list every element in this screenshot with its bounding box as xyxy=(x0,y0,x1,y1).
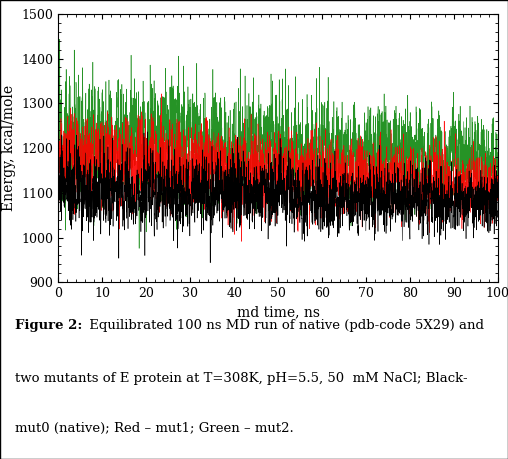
X-axis label: md time, ns: md time, ns xyxy=(237,306,320,320)
Text: Equilibrated 100 ns MD run of native (pdb-code 5X29) and: Equilibrated 100 ns MD run of native (pd… xyxy=(85,319,484,332)
Text: two mutants of E protein at T=308K, pH=5.5, 50  mM NaCl; Black-: two mutants of E protein at T=308K, pH=5… xyxy=(15,372,468,385)
Y-axis label: Energy, kcal/mole: Energy, kcal/mole xyxy=(2,85,16,211)
Text: mut0 (native); Red – mut1; Green – mut2.: mut0 (native); Red – mut1; Green – mut2. xyxy=(15,422,294,435)
Text: Figure 2:: Figure 2: xyxy=(15,319,83,332)
